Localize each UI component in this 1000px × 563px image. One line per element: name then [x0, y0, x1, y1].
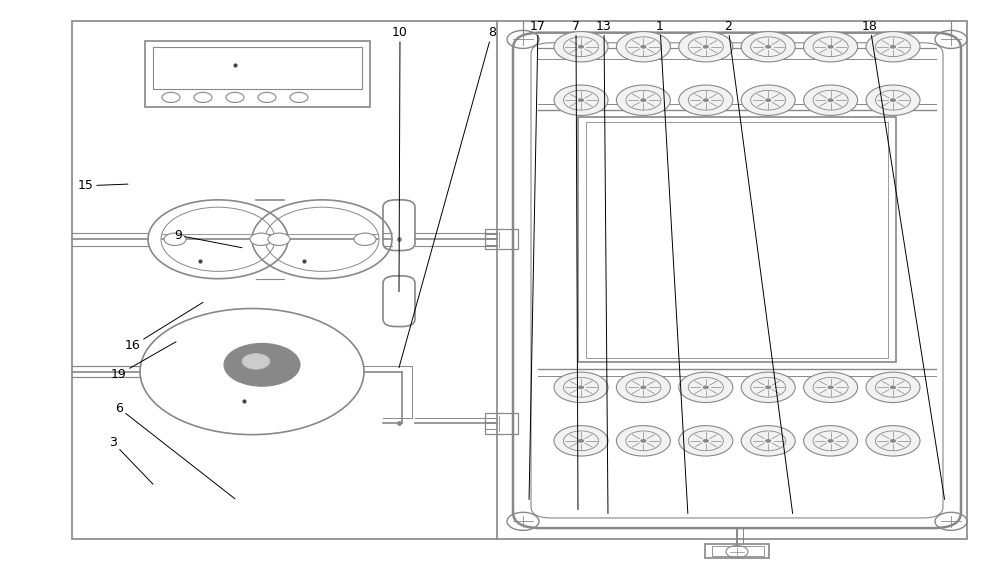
Circle shape	[578, 99, 584, 102]
Circle shape	[766, 99, 771, 102]
Bar	[145, 41, 370, 107]
Text: 16: 16	[125, 302, 203, 352]
Bar	[712, 546, 764, 556]
Circle shape	[890, 439, 896, 443]
Circle shape	[554, 426, 608, 456]
Text: 19: 19	[111, 342, 176, 381]
Circle shape	[616, 32, 670, 62]
Circle shape	[616, 85, 670, 115]
Circle shape	[741, 426, 795, 456]
Circle shape	[554, 372, 608, 403]
Circle shape	[578, 439, 584, 443]
Text: 13: 13	[596, 20, 612, 513]
Circle shape	[804, 372, 858, 403]
Circle shape	[641, 386, 646, 389]
Bar	[72, 21, 967, 539]
Circle shape	[242, 354, 270, 369]
Circle shape	[804, 32, 858, 62]
Circle shape	[679, 85, 733, 115]
Circle shape	[804, 85, 858, 115]
Circle shape	[554, 32, 608, 62]
Circle shape	[164, 233, 186, 245]
Text: 15: 15	[78, 179, 128, 193]
Bar	[705, 544, 769, 558]
Circle shape	[679, 32, 733, 62]
Circle shape	[250, 233, 272, 245]
Text: 9: 9	[174, 229, 242, 248]
Circle shape	[616, 426, 670, 456]
Text: 6: 6	[115, 401, 235, 499]
Circle shape	[804, 426, 858, 456]
Circle shape	[703, 99, 708, 102]
Circle shape	[866, 85, 920, 115]
Circle shape	[616, 372, 670, 403]
Circle shape	[703, 386, 708, 389]
Circle shape	[703, 439, 708, 443]
Circle shape	[354, 233, 376, 245]
Circle shape	[828, 386, 833, 389]
Text: 17: 17	[529, 20, 546, 499]
Circle shape	[641, 45, 646, 48]
Circle shape	[554, 85, 608, 115]
Circle shape	[679, 426, 733, 456]
Circle shape	[703, 45, 708, 48]
Text: 18: 18	[862, 20, 945, 499]
Text: 2: 2	[724, 20, 793, 513]
Circle shape	[766, 439, 771, 443]
Bar	[485, 413, 518, 434]
Circle shape	[741, 85, 795, 115]
Text: 8: 8	[399, 26, 496, 368]
Circle shape	[679, 372, 733, 403]
Circle shape	[741, 372, 795, 403]
Bar	[578, 117, 896, 362]
Text: 10: 10	[392, 26, 408, 292]
Circle shape	[641, 99, 646, 102]
Circle shape	[866, 372, 920, 403]
Circle shape	[766, 45, 771, 48]
Bar	[586, 122, 888, 358]
Text: 1: 1	[656, 20, 688, 513]
Circle shape	[741, 32, 795, 62]
Bar	[153, 47, 362, 89]
Circle shape	[268, 233, 290, 245]
Circle shape	[828, 99, 833, 102]
Circle shape	[578, 386, 584, 389]
Text: 7: 7	[572, 20, 580, 510]
Circle shape	[578, 45, 584, 48]
Circle shape	[890, 45, 896, 48]
Circle shape	[890, 386, 896, 389]
Bar	[485, 229, 518, 249]
Circle shape	[866, 32, 920, 62]
Circle shape	[641, 439, 646, 443]
Circle shape	[828, 439, 833, 443]
Circle shape	[766, 386, 771, 389]
Circle shape	[866, 426, 920, 456]
Circle shape	[828, 45, 833, 48]
Text: 3: 3	[109, 436, 153, 484]
Circle shape	[890, 99, 896, 102]
Circle shape	[224, 343, 300, 386]
